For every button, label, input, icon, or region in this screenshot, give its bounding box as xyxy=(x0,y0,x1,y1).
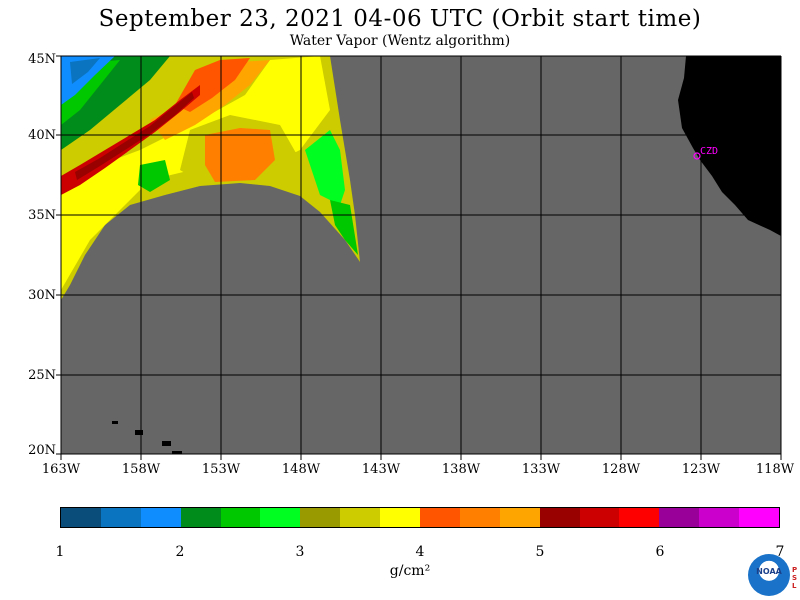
map-grid xyxy=(60,55,782,455)
noaa-logo-text: NOAA xyxy=(756,567,782,576)
colorbar-segment-9 xyxy=(380,508,421,527)
band-yellow xyxy=(61,56,330,290)
station-marker-czd xyxy=(693,152,701,160)
colorbar-segment-14 xyxy=(579,508,620,527)
colorbar-segment-16 xyxy=(659,508,700,527)
colorbar-tick-5: 5 xyxy=(535,544,545,560)
lon-label-163w: 163W xyxy=(41,462,81,477)
colorbar-segment-18 xyxy=(739,508,780,527)
lat-label-45n: 45N xyxy=(28,52,56,67)
map-subtitle: Water Vapor (Wentz algorithm) xyxy=(289,33,511,49)
lat-label-25n: 25N xyxy=(28,368,56,383)
band-green-mid xyxy=(138,160,170,192)
colorbar-tick-4: 4 xyxy=(415,544,425,560)
colorbar-segment-3 xyxy=(140,508,181,527)
water-vapor-map xyxy=(56,55,782,460)
band-green-east xyxy=(330,200,358,255)
map-ticks xyxy=(56,55,782,460)
lat-label-40n: 40N xyxy=(28,128,56,143)
lat-label-35n: 35N xyxy=(28,208,56,223)
lon-label-153w: 153W xyxy=(201,462,241,477)
lon-label-138w: 138W xyxy=(441,462,481,477)
colorbar-segment-7 xyxy=(300,508,341,527)
colorbar-segment-17 xyxy=(699,508,740,527)
noaa-logo: NOAA xyxy=(748,554,790,596)
lat-label-30n: 30N xyxy=(28,288,56,303)
lon-label-148w: 148W xyxy=(281,462,321,477)
colorbar-tick-6: 6 xyxy=(655,544,665,560)
colorbar-segment-15 xyxy=(619,508,660,527)
lat-label-20n: 20N xyxy=(28,443,56,458)
colorbar-segment-12 xyxy=(499,508,540,527)
band-mid-blue xyxy=(70,58,100,84)
colorbar-segment-4 xyxy=(180,508,221,527)
colorbar-tick-3: 3 xyxy=(295,544,305,560)
lon-label-158w: 158W xyxy=(121,462,161,477)
lon-label-133w: 133W xyxy=(521,462,561,477)
colorbar-segment-5 xyxy=(220,508,261,527)
lon-label-123w: 123W xyxy=(681,462,721,477)
colorbar-tick-1: 1 xyxy=(55,544,65,560)
band-orange-light xyxy=(150,60,270,140)
station-label-czd: CZD xyxy=(700,146,719,157)
water-vapor-swath xyxy=(61,56,360,300)
colorbar-segment-2 xyxy=(100,508,141,527)
lon-label-128w: 128W xyxy=(601,462,641,477)
band-orange xyxy=(205,128,275,182)
lon-label-118w: 118W xyxy=(755,462,795,477)
colorbar-tick-2: 2 xyxy=(175,544,185,560)
colorbar-segment-11 xyxy=(459,508,500,527)
colorbar xyxy=(60,507,780,528)
colorbar-unit: g/cm² xyxy=(389,563,431,579)
colorbar-segment-6 xyxy=(260,508,301,527)
band-dark-red xyxy=(75,92,194,180)
colorbar-segment-8 xyxy=(340,508,381,527)
colorbar-segment-1 xyxy=(61,508,101,527)
california-coast xyxy=(678,56,781,236)
colorbar-tick-7: 7 xyxy=(775,544,785,560)
colorbar-segment-13 xyxy=(539,508,580,527)
map-title: September 23, 2021 04-06 UTC (Orbit star… xyxy=(98,6,702,32)
colorbar-segment-10 xyxy=(420,508,460,527)
hawaiian-islands xyxy=(112,421,182,454)
lon-label-143w: 143W xyxy=(361,462,401,477)
band-bright-green-east xyxy=(305,130,345,205)
